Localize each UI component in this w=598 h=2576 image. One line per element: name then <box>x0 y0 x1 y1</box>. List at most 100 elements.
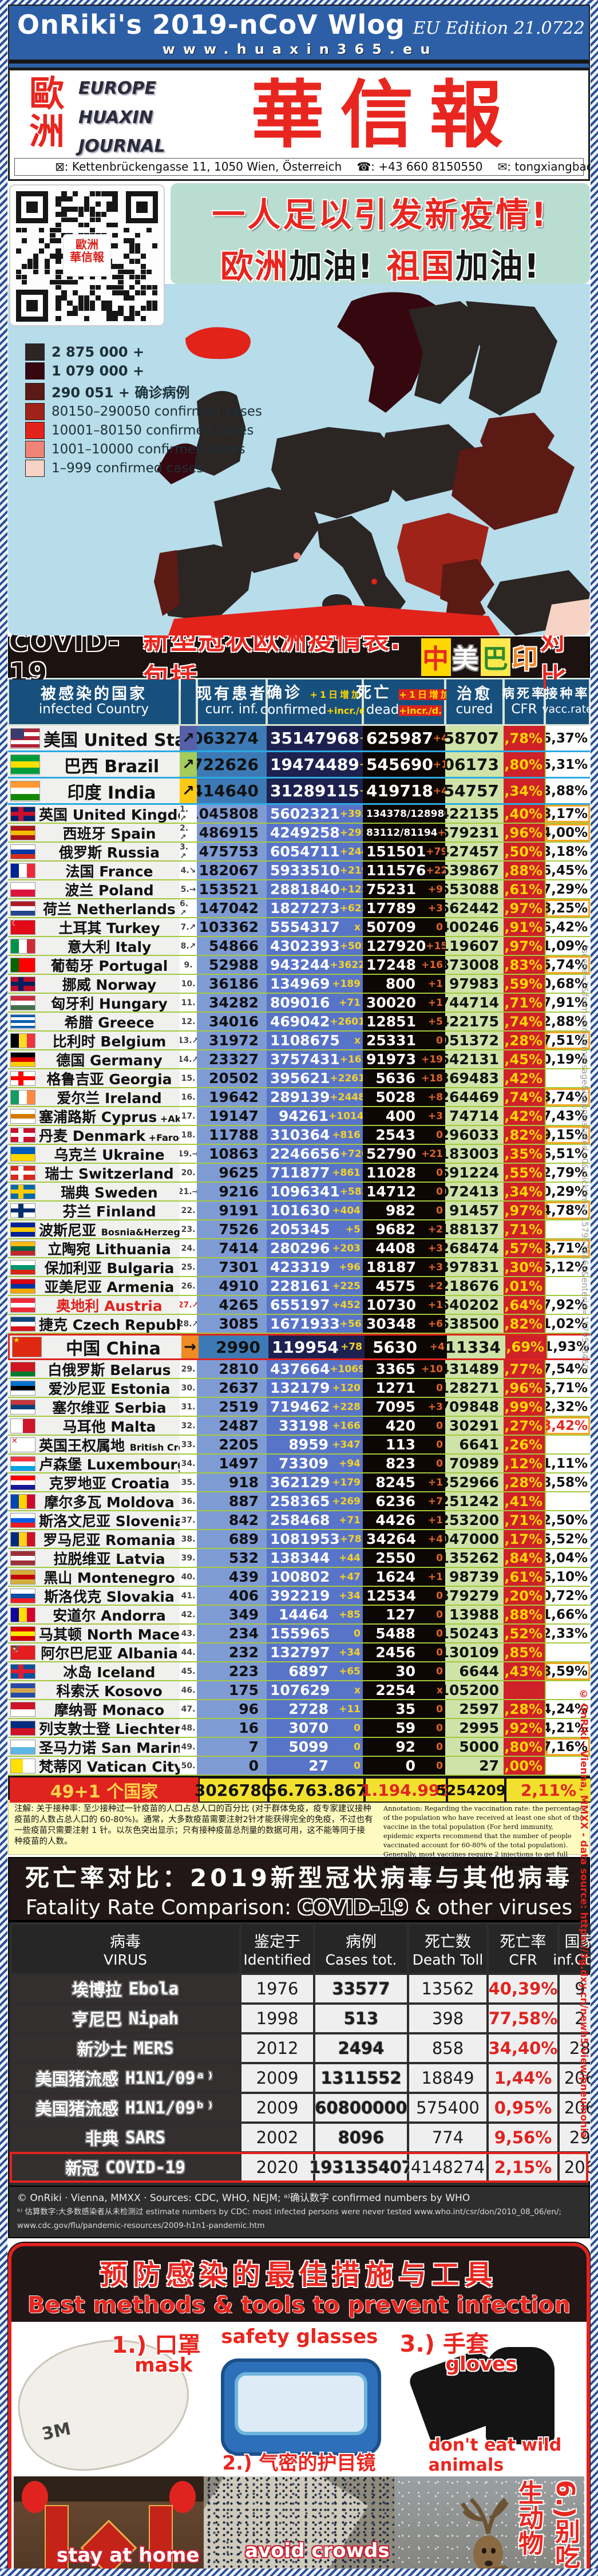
dead-total: 52790 <box>366 1145 416 1162</box>
confirmed-increase: +5056 <box>339 940 363 952</box>
vaccination-rate-cell: 40,72% <box>545 1587 590 1605</box>
flag-stripe <box>11 1020 35 1023</box>
vaccination-rate-cell: 46,42% <box>545 918 590 936</box>
country-name: 梵蒂冈 Vatican City <box>39 1758 180 1775</box>
fatality-col-header: 病毒 VIRUS <box>11 1925 239 1973</box>
confirmed-total: 392219 <box>270 1587 330 1604</box>
confirmed-total: 31289115 <box>270 781 359 800</box>
banner-text-part: 美 <box>452 643 480 674</box>
virus-deaths-cell: 13562 <box>409 1975 486 2002</box>
dead-increase: 0 <box>436 1382 443 1394</box>
current-infected-cell: 0 <box>197 1757 267 1775</box>
rank-cell: 24. <box>180 1239 197 1257</box>
dead-total: 545690 <box>366 755 433 774</box>
current-infected-cell: 414640 <box>197 779 267 803</box>
qr-module <box>118 274 124 280</box>
slogan-box: 一人足以引发新疫情! 欧洲加油! 祖国加油! <box>171 183 590 286</box>
cured-cell: 5000 <box>445 1738 504 1756</box>
country-cell: 德国 Germany <box>8 1050 180 1068</box>
covid-row: 罗马尼亚 Romania38.6891081953+7834264+410470… <box>8 1530 590 1549</box>
cured-cell: 74714 <box>445 1107 504 1125</box>
country-cell: 黑山 Montenegro <box>8 1568 180 1586</box>
qr-module <box>78 301 84 306</box>
covid-row: 意大利 Italy 8.↗548664302393+5056127920+1541… <box>8 937 590 956</box>
flag-stripe <box>11 901 35 906</box>
cfr-cell: 2,28% <box>504 1473 545 1491</box>
flag-stripe <box>11 1560 35 1565</box>
flag-georgia <box>10 1070 35 1086</box>
country-name: 拉脱维亚 Latvia <box>53 1550 165 1567</box>
confirmed-total: 655197 <box>270 1297 330 1313</box>
country-cell: ☾ 土耳其 Turkey <box>8 918 180 936</box>
email-address[interactable]: ✉: tongxiangbao@hotmail.com <box>497 160 598 173</box>
legend-swatch <box>25 460 45 477</box>
fatality-title-cn: 死亡率对比：2019新型冠状病毒与其他病毒 <box>25 1864 573 1892</box>
flag-stripe <box>11 1307 35 1312</box>
country-cell: 希腊 Greece <box>8 1013 180 1030</box>
dead-cell: 14712 0 <box>363 1183 445 1200</box>
confirmed-total: 3757431 <box>270 1051 340 1068</box>
confirmed-cell: 280296 +203 <box>267 1239 363 1257</box>
confirmed-total: 14464 <box>279 1606 328 1623</box>
confirmed-increase: +34 <box>339 1590 361 1602</box>
flag-stripe <box>11 1635 35 1641</box>
qr-module <box>56 227 61 233</box>
cured-cell: 3642131 <box>445 1050 504 1068</box>
dead-total: 982 <box>385 1202 415 1219</box>
dead-cell: 151501+796 <box>363 843 445 860</box>
flag-kosovo <box>10 1682 35 1698</box>
vaccination-rate-cell: 88,42% <box>545 1417 590 1435</box>
confirmed-cell: 101630 +404 <box>267 1202 363 1219</box>
vaccination-rate-cell: 67,51% <box>545 1032 590 1049</box>
qr-module <box>146 227 152 233</box>
qr-module <box>21 274 27 280</box>
confirmed-cell: 1108675 x <box>267 1032 363 1049</box>
covid-row: 印度 India↗41464031289115+32322419718+4503… <box>8 779 590 805</box>
qr-module <box>84 202 90 207</box>
phone-number[interactable]: ☎: +43 660 8150550 <box>357 160 483 173</box>
country-cell: 挪威 Norway <box>8 975 180 993</box>
slogan-part: 加油! <box>288 247 387 286</box>
country-name: 捷克 Czech Republic <box>39 1316 180 1333</box>
fatality-row: 新冠 COVID-19 2020 193135407 4148274 2,15% 206 <box>10 2152 598 2183</box>
covid-table-body: 美国 United States↗506327435147968+6558362… <box>8 726 592 1776</box>
confirmed-increase: 0 <box>354 1722 361 1734</box>
site-url[interactable]: www.huaxin365.eu <box>162 41 438 57</box>
covid-row: 美国 United States↗506327435147968+6558362… <box>8 726 590 752</box>
qr-module <box>61 279 67 285</box>
confirmed-total: 6897 <box>288 1663 328 1680</box>
flag-stripe <box>11 1404 35 1409</box>
cfr-cell: 0,43% <box>504 1662 545 1680</box>
covid-row: 乌克兰 Ukraine19.→108632246656+72652790+212… <box>8 1145 590 1164</box>
cfr-cell: 2,40% <box>504 805 545 823</box>
qr-module <box>89 274 96 280</box>
cfr-cell: 1,55% <box>504 1164 545 1182</box>
country-name: 波斯尼亚 Bosnia&Herzegovina <box>39 1222 180 1239</box>
cured-cell: 188137 <box>445 1220 504 1238</box>
confirmed-total: 258365 <box>270 1493 330 1510</box>
qr-module <box>61 207 67 212</box>
country-cell: 马耳他 Malta <box>8 1417 180 1435</box>
legend-row: 80150–290050 confirmed cases <box>25 403 262 420</box>
cured-cell: 431489 <box>445 1360 504 1378</box>
qr-module <box>61 212 67 218</box>
qr-module <box>56 269 61 275</box>
dead-total: 5488 <box>375 1625 415 1642</box>
cured-cell: 268474 <box>445 1239 504 1257</box>
footnote-estimates[interactable]: ᵇ⁾ 估算数字:大多数感染者从未检测过 estimate numbers by … <box>17 2207 561 2230</box>
covid-row: 立陶宛 Lithuania 24. 7414 280296 +203 4408 +3 2684… <box>8 1239 590 1258</box>
confirmed-cell: 423319 +96 <box>267 1258 363 1276</box>
flag-czech-republic <box>10 1316 35 1332</box>
dead-cell: 50709 0 <box>363 918 445 936</box>
confirmed-total: 1108675 <box>270 1032 340 1049</box>
dead-increase: 0 <box>436 1167 443 1179</box>
dead-increase: 0 <box>436 1034 443 1046</box>
confirmed-cell: 31289115+32322 <box>267 779 363 803</box>
confirmed-total: 138344 <box>270 1550 330 1566</box>
flag-cross <box>11 1208 35 1212</box>
dead-increase: +1 <box>427 997 443 1009</box>
qr-module <box>84 196 90 202</box>
dead-total: 5028 <box>375 1089 415 1105</box>
